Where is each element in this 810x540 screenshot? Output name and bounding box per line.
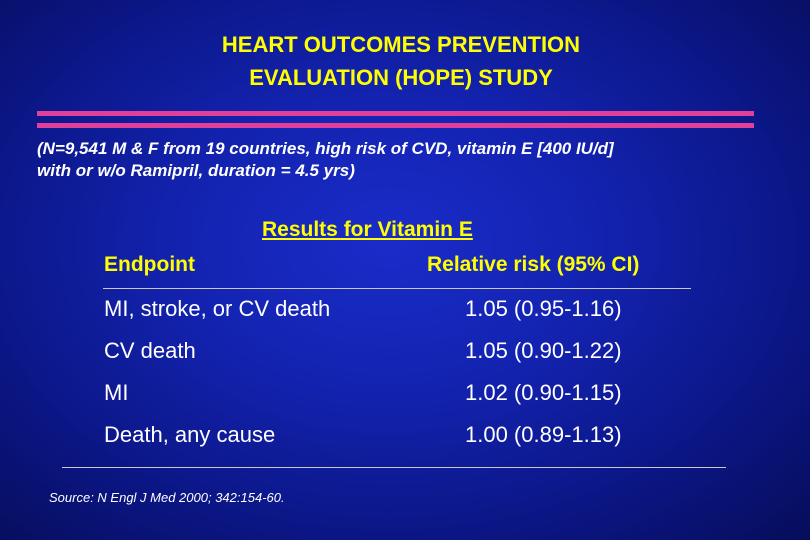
study-description-line2: with or w/o Ramipril, duration = 4.5 yrs… [37, 161, 355, 180]
footer-divider [62, 467, 726, 468]
slide-title-line2: EVALUATION (HOPE) STUDY [249, 65, 553, 90]
table-row-endpoint: MI [104, 380, 129, 405]
column-header-relative-risk: Relative risk (95% CI) [427, 253, 640, 276]
results-header: Results for Vitamin E [262, 218, 473, 241]
slide-title: HEART OUTCOMES PREVENTION EVALUATION (HO… [0, 28, 802, 94]
table-row-endpoint: Death, any cause [104, 422, 276, 447]
slide-title-line1: HEART OUTCOMES PREVENTION [221, 32, 581, 57]
accent-bar-top [37, 111, 754, 116]
study-description: (N=9,541 M & F from 19 countries, high r… [37, 138, 797, 182]
column-header-endpoint: Endpoint [104, 253, 195, 276]
table-row-endpoint: MI, stroke, or CV death [104, 296, 331, 321]
study-description-line1: (N=9,541 M & F from 19 countries, high r… [37, 139, 614, 158]
header-divider [103, 288, 691, 289]
accent-bar-bottom [37, 123, 754, 128]
table-row-risk: 1.00 (0.89-1.13) [465, 422, 622, 447]
table-row-endpoint: CV death [104, 338, 196, 363]
source-citation: Source: N Engl J Med 2000; 342:154-60. [49, 490, 285, 505]
table-row-risk: 1.05 (0.95-1.16) [465, 296, 622, 321]
table-row-risk: 1.02 (0.90-1.15) [465, 380, 622, 405]
table-row-risk: 1.05 (0.90-1.22) [465, 338, 622, 363]
